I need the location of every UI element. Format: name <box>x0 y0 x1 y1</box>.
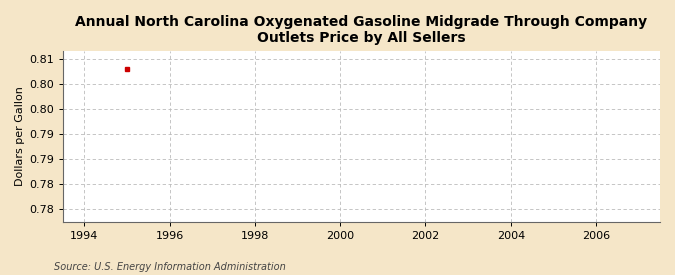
Text: Source: U.S. Energy Information Administration: Source: U.S. Energy Information Administ… <box>54 262 286 272</box>
Y-axis label: Dollars per Gallon: Dollars per Gallon <box>15 86 25 186</box>
Title: Annual North Carolina Oxygenated Gasoline Midgrade Through Company Outlets Price: Annual North Carolina Oxygenated Gasolin… <box>76 15 647 45</box>
